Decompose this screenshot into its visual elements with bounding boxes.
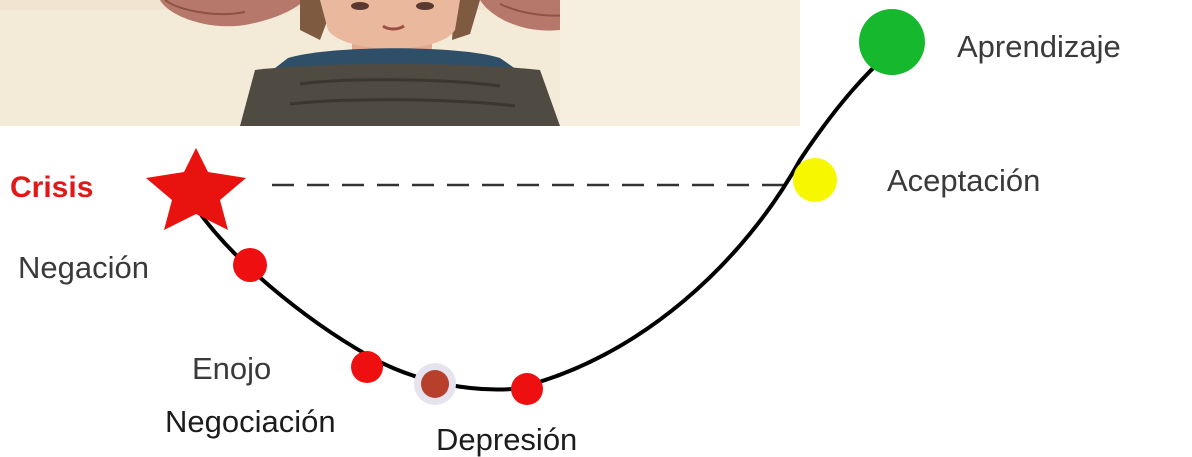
crisis-label: Crisis <box>10 171 94 204</box>
enojo-dot <box>351 351 383 383</box>
child-illustration <box>0 0 800 126</box>
negacion-dot <box>233 248 267 282</box>
depresion-dot <box>511 373 543 405</box>
crisis-star-icon <box>146 148 246 230</box>
aceptacion-dot <box>793 158 837 202</box>
child-photo-image <box>0 0 800 126</box>
enojo-label: Enojo <box>192 351 272 386</box>
aprendizaje-label: Aprendizaje <box>957 29 1121 64</box>
negociacion-dot <box>421 370 449 398</box>
aceptacion-label: Aceptación <box>887 163 1041 198</box>
depresion-label: Depresión <box>436 422 578 457</box>
negacion-label: Negación <box>18 250 149 285</box>
negociacion-label: Negociación <box>165 404 336 439</box>
curve-line <box>194 49 893 392</box>
aprendizaje-dot <box>859 9 925 75</box>
